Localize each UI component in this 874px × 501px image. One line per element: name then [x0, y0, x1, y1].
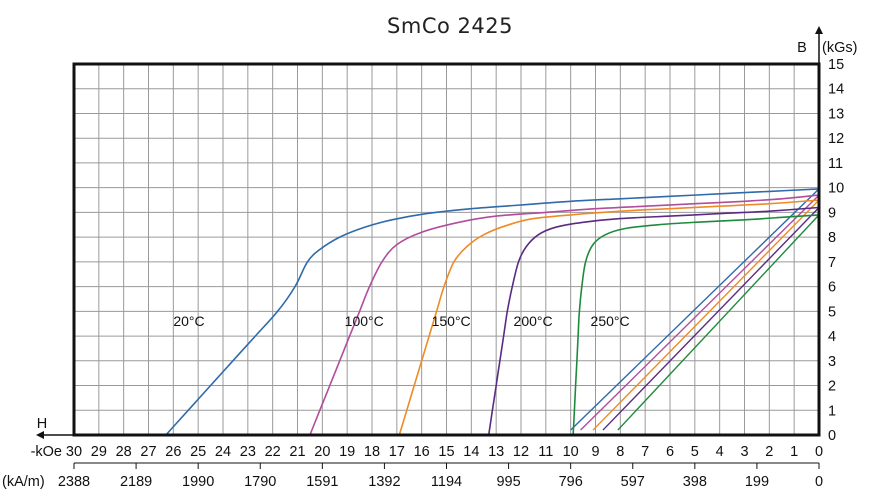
series-curve: [572, 214, 820, 436]
y-tick-label: 4: [828, 329, 836, 345]
x-tick-label-koe: 7: [641, 444, 649, 460]
y-tick-label: 7: [828, 255, 836, 271]
x-tick-label-kam: 0: [815, 474, 823, 490]
series-label: 20°C: [173, 313, 204, 329]
x-tick-label-kam: 796: [559, 474, 583, 490]
x-tick-label-kam: 995: [496, 474, 520, 490]
x-tick-label-koe: 14: [463, 444, 479, 460]
x-tick-label-kam: 1990: [182, 474, 214, 490]
x-tick-label-kam: 199: [745, 474, 769, 490]
y-axis-arrowhead: [815, 26, 823, 34]
series-line: [592, 199, 820, 431]
x-axis-unit-koe: -kOe: [31, 444, 62, 460]
x-axis-arrowhead: [36, 431, 44, 439]
chart-title: SmCo 2425: [387, 14, 513, 38]
series-line: [580, 194, 820, 431]
series-label: 150°C: [432, 313, 471, 329]
x-tick-label-koe: 8: [616, 444, 624, 460]
y-tick-label: 10: [828, 181, 844, 197]
x-tick-label-koe: 12: [513, 444, 529, 460]
x-tick-label-kam: 2388: [58, 474, 90, 490]
series-curve: [398, 199, 820, 436]
y-tick-label: 1: [828, 403, 836, 419]
x-tick-label-koe: 1: [790, 444, 798, 460]
y-tick-label: 15: [828, 57, 844, 73]
series-line: [617, 214, 820, 431]
curves: [165, 188, 820, 436]
y-tick-label: 14: [828, 82, 844, 98]
x-tick-label-koe: 18: [364, 444, 380, 460]
x-tick-label-koe: 5: [691, 444, 699, 460]
x-tick-label-kam: 2189: [120, 474, 152, 490]
series-line: [602, 206, 820, 431]
x-axis: H -kOe (kA/m) 30 29 28 27 26 25 24 23 22 21 20 19 18…: [2, 416, 823, 490]
x-tick-label-kam: 1194: [431, 474, 462, 490]
series-line: [570, 188, 820, 431]
x-tick-label-koe: 26: [165, 444, 181, 460]
x-tick-label-koe: 23: [240, 444, 256, 460]
x-tick-label-koe: 6: [666, 444, 674, 460]
x-tick-label-koe: 28: [116, 444, 132, 460]
y-tick-label: 5: [828, 304, 836, 320]
x-tick-label-kam: 1392: [368, 474, 400, 490]
x-tick-label-koe: 27: [140, 444, 156, 460]
x-tick-label-koe: 2: [765, 444, 773, 460]
y-tick-label: 0: [828, 428, 836, 444]
x-axis-unit-kam: (kA/m): [2, 474, 45, 490]
x-tick-label-koe: 9: [591, 444, 599, 460]
x-tick-label-kam: 1790: [244, 474, 276, 490]
x-tick-label-koe: 11: [538, 444, 553, 460]
x-tick-label-koe: 19: [339, 444, 355, 460]
x-tick-label-koe: 13: [488, 444, 504, 460]
y-tick-label: 12: [828, 131, 844, 147]
x-tick-label-kam: 1591: [306, 474, 338, 490]
x-tick-label-koe: 25: [190, 444, 206, 460]
y-tick-label: 11: [828, 156, 843, 172]
x-tick-label-kam: 398: [683, 474, 707, 490]
grid: [74, 64, 819, 435]
series-curve: [487, 206, 820, 436]
series-label: 100°C: [345, 313, 384, 329]
y-tick-label: 9: [828, 205, 836, 221]
y-tick-label: 3: [828, 354, 836, 370]
x-tick-label-koe: 15: [438, 444, 454, 460]
series-labels: 20°C 100°C 150°C 200°C 250°C: [173, 313, 629, 329]
x-tick-label-koe: 4: [716, 444, 724, 460]
x-tick-label-kam: 597: [621, 474, 645, 490]
y-tick-label: 13: [828, 106, 844, 122]
x-tick-label-koe: 21: [289, 444, 305, 460]
y-axis-label: B: [797, 40, 807, 56]
series-label: 250°C: [591, 313, 630, 329]
x-tick-label-koe: 3: [740, 444, 748, 460]
x-tick-label-koe: 20: [314, 444, 330, 460]
x-tick-label-koe: 16: [414, 444, 430, 460]
series-curve: [165, 188, 820, 436]
x-tick-label-koe: 17: [389, 444, 405, 460]
x-tick-label-koe: 10: [563, 444, 579, 460]
y-axis-unit: (kGs): [822, 40, 857, 56]
y-tick-label: 8: [828, 230, 836, 246]
y-tick-label: 6: [828, 280, 836, 296]
series-label: 200°C: [514, 313, 553, 329]
y-tick-label: 2: [828, 379, 836, 395]
series-curve: [309, 194, 820, 436]
x-tick-label-koe: 30: [66, 444, 82, 460]
x-tick-label-koe: 29: [91, 444, 107, 460]
x-tick-label-koe: 22: [265, 444, 281, 460]
plot-border: [72, 62, 821, 437]
x-tick-label-koe: 24: [215, 444, 231, 460]
x-axis-label: H: [37, 416, 47, 432]
x-tick-label-koe: 0: [815, 444, 823, 460]
